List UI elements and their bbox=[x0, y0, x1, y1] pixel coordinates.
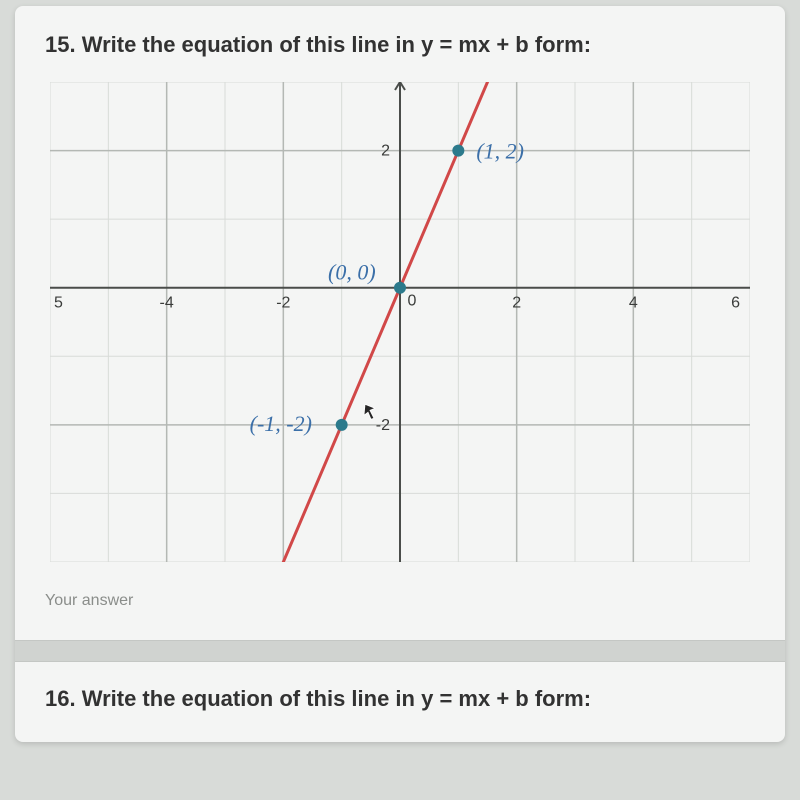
line-graph: -4 -2 2 4 -2 2 0 5 6 (-1, -2) (0, 0) (1, 2) bbox=[50, 82, 750, 562]
graph-svg: -4 -2 2 4 -2 2 0 5 6 (-1, -2) (0, 0) (1, 2) bbox=[50, 82, 750, 562]
svg-text:4: 4 bbox=[629, 295, 638, 312]
svg-text:6: 6 bbox=[731, 295, 740, 312]
svg-text:(0, 0): (0, 0) bbox=[328, 260, 376, 285]
svg-text:(-1, -2): (-1, -2) bbox=[250, 411, 312, 436]
svg-text:0: 0 bbox=[408, 293, 417, 310]
svg-text:-2: -2 bbox=[276, 295, 290, 312]
svg-text:5: 5 bbox=[54, 295, 63, 312]
svg-text:-4: -4 bbox=[160, 295, 174, 312]
question-16: 16. Write the equation of this line in y… bbox=[45, 662, 755, 718]
next-question-text: Write the equation of this line in y = m… bbox=[82, 686, 591, 711]
svg-text:-2: -2 bbox=[376, 417, 390, 434]
worksheet-page: 15. Write the equation of this line in y… bbox=[15, 6, 785, 742]
question-divider bbox=[15, 640, 785, 662]
your-answer-label[interactable]: Your answer bbox=[45, 592, 755, 610]
svg-text:2: 2 bbox=[512, 295, 521, 312]
svg-text:(1, 2): (1, 2) bbox=[476, 139, 524, 164]
question-text: Write the equation of this line in y = m… bbox=[82, 32, 591, 57]
question-number: 15. bbox=[45, 32, 76, 57]
question-15: 15. Write the equation of this line in y… bbox=[45, 32, 755, 58]
svg-text:2: 2 bbox=[381, 143, 390, 160]
next-question-number: 16. bbox=[45, 686, 76, 711]
